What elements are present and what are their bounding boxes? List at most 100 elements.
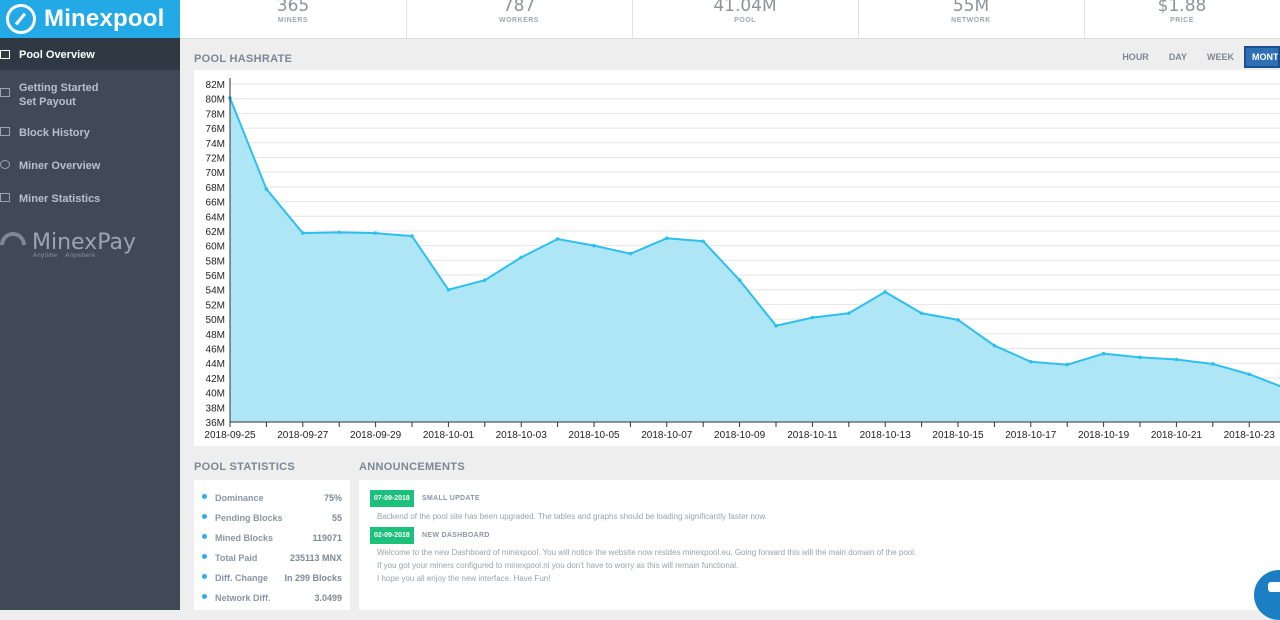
x-tick-label: 2018-10-15 [932,430,984,441]
data-point [847,311,851,316]
brand-logo[interactable]: Minexpool [0,0,180,38]
y-tick-label: 46M [206,345,225,356]
data-point [701,239,705,244]
data-point [1029,359,1033,364]
download-icon [0,88,10,97]
stat-label: NETWORK [951,17,991,24]
stat-price: $1.88 PRICE [1084,0,1280,38]
y-tick-label: 52M [206,300,225,311]
announcement-text: If you got your miners configured to min… [377,561,739,570]
stat-row-value: 119071 [312,533,342,543]
announcement-text: Welcome to the new Dashboard of minexpoo… [377,548,917,557]
range-button-week[interactable]: WEEK [1207,52,1234,62]
sidebar-item-pool-overview[interactable]: Pool Overview [0,38,180,70]
y-tick-label: 54M [206,286,225,297]
bullet-icon [202,574,207,579]
x-tick-label: 2018-10-23 [1224,430,1276,441]
data-point [992,343,997,348]
stat-row-value: 235113 MNX [289,553,342,563]
stat-label: POOL [734,17,756,24]
y-tick-label: 58M [206,256,225,267]
bullet-icon [202,514,207,519]
sidebar-item-label: Block History [19,127,90,139]
x-tick-label: 2018-10-05 [568,430,620,441]
stat-row-mined-blocks: Mined Blocks 119071 [194,528,350,548]
sidebar-item-label: Getting Started Set Payout [19,82,99,108]
section-title-pool-statistics: POOL STATISTICS [194,461,296,473]
bullet-icon [202,494,207,499]
y-tick-label: 48M [206,330,225,341]
stat-label: PRICE [1170,17,1194,24]
y-tick-label: 42M [206,374,225,385]
y-tick-label: 82M [206,80,225,91]
x-tick-label: 2018-10-07 [641,430,693,441]
data-point [737,278,742,282]
y-tick-label: 68M [206,183,225,194]
stat-network: 55M NETWORK [858,0,1085,38]
stat-row-value: 3.0499 [314,593,342,603]
data-point [483,278,487,282]
sidebar-item-miner-statistics[interactable]: Miner Statistics [0,184,180,217]
y-tick-label: 40M [206,389,225,400]
x-tick-label: 2018-10-21 [1151,430,1203,441]
stat-row-label: Dominance [215,493,264,503]
hashrate-range-selector: HOUR DAY WEEK MONTH [1112,46,1280,68]
range-button-month[interactable]: MONTH [1244,46,1280,68]
data-point [1211,362,1215,366]
y-tick-label: 64M [206,212,225,223]
announcement-title: NEW DASHBOARD [422,532,490,539]
data-point [1065,362,1069,367]
stat-value: $1.88 [1157,0,1207,16]
y-tick-label: 62M [206,227,225,238]
y-tick-label: 56M [206,271,225,282]
stat-row-value: 75% [323,493,342,503]
range-button-hour[interactable]: HOUR [1122,52,1149,62]
stat-value: 55M [952,0,990,16]
y-tick-label: 72M [206,153,225,164]
sidebar-item-label: Pool Overview [19,49,95,61]
range-button-day[interactable]: DAY [1168,52,1187,62]
stat-row-label: Network Diff. [215,593,271,603]
data-point [1174,357,1179,362]
data-point [774,323,778,328]
data-point [956,318,960,322]
x-tick-label: 2018-09-27 [277,430,329,441]
series-line [229,97,1280,388]
series-area [230,97,1280,422]
minexpay-tagline: Anytime Anywhere [33,253,96,259]
stat-row-total-paid: Total Paid 235113 MNX [194,548,350,568]
sidebar-item-miner-overview[interactable]: Miner Overview [0,151,180,184]
data-point [810,315,815,320]
stat-row-value: 55 [331,513,342,523]
data-point [519,255,523,260]
minexpay-name: MinexPay [32,230,136,255]
sidebar-item-block-history[interactable]: Block History [0,118,180,151]
stat-row-pending-blocks: Pending Blocks 55 [194,508,350,528]
y-tick-label: 36M [206,418,225,429]
bullet-icon [202,554,207,559]
announcement-title: SMALL UPDATE [422,495,480,502]
y-tick-label: 66M [206,198,225,209]
data-point [410,234,414,238]
y-tick-label: 60M [206,242,225,253]
sidebar: Minexpool Pool Overview Getting Started … [0,0,180,610]
x-tick-label: 2018-09-29 [350,430,402,441]
bullet-icon [202,534,207,539]
pool-statistics-panel: Dominance 75% Pending Blocks 55 Mined Bl… [194,480,350,610]
stat-workers: 787 WORKERS [406,0,633,38]
section-title-pool-hashrate: POOL HASHRATE [194,53,293,65]
hashrate-chart-svg: 36M 38M 40M 42M 44M 46M 48M 50M 52M 54M 56M 58M 60M 6… [204,78,1280,441]
announcements-panel: 07-09-2018 SMALL UPDATE Backend of the p… [359,480,1280,610]
sidebar-item-getting-started[interactable]: Getting Started Set Payout [0,70,180,118]
stat-value: 365 [276,0,310,16]
data-point [1247,372,1251,377]
y-tick-label: 50M [206,315,225,326]
minexpay-promo[interactable]: MinexPay Anytime Anywhere [0,226,180,268]
data-point [446,287,451,292]
globe-icon [0,160,10,169]
data-point [883,290,887,294]
data-point [1101,351,1106,356]
x-tick-label: 2018-10-01 [423,430,475,441]
y-tick-label: 78M [206,109,225,120]
data-point [301,231,305,235]
